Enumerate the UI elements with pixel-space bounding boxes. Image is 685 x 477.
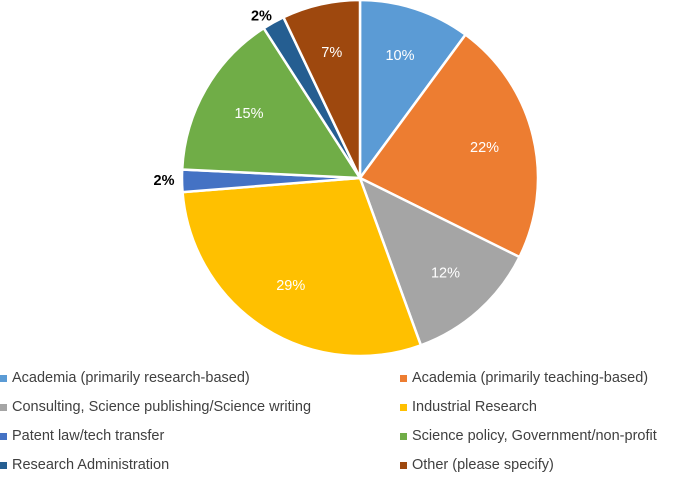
legend-label: Patent law/tech transfer xyxy=(12,428,165,444)
legend-item-4: Industrial Research xyxy=(400,399,537,415)
legend-label: Consulting, Science publishing/Science w… xyxy=(12,399,312,415)
data-label-slice-8: 7% xyxy=(321,45,342,61)
pie-slice-6 xyxy=(180,26,363,180)
data-label-slice-6: 15% xyxy=(234,106,263,122)
legend-swatch xyxy=(0,403,7,411)
legend-swatch xyxy=(0,374,7,382)
legend-label: Other (please specify) xyxy=(412,457,554,473)
legend-swatch xyxy=(400,374,407,382)
legend-label: Industrial Research xyxy=(412,399,537,415)
legend-swatch xyxy=(0,432,7,440)
legend-item-3: Consulting, Science publishing/Science w… xyxy=(0,399,311,415)
pie-slice-4 xyxy=(181,176,423,358)
pie-slice-2 xyxy=(358,32,540,259)
legend-item-2: Academia (primarily teaching-based) xyxy=(400,370,648,386)
pie-chart-plot: 10% 22% 12% 29% 2% 15% 2% 7% xyxy=(154,0,540,358)
legend-swatch xyxy=(400,403,407,411)
legend-label: Research Administration xyxy=(12,457,170,473)
legend-item-6: Science policy, Government/non-profit xyxy=(400,428,657,444)
legend-item-5: Patent law/tech transfer xyxy=(0,428,164,444)
data-label-slice-7: 2% xyxy=(251,8,272,24)
legend-swatch xyxy=(0,461,7,469)
legend-swatch xyxy=(400,461,407,469)
chart-legend: Academia (primarily research-based) Acade… xyxy=(0,370,685,477)
data-label-slice-5: 2% xyxy=(154,173,175,189)
data-label-slice-4: 29% xyxy=(276,278,305,294)
pie-slice-1 xyxy=(358,0,468,182)
data-label-slice-1: 10% xyxy=(385,48,414,64)
legend-item-7: Research Administration xyxy=(0,457,169,473)
legend-label: Academia (primarily research-based) xyxy=(12,370,250,386)
data-label-slice-3: 12% xyxy=(431,266,460,282)
legend-item-1: Academia (primarily research-based) xyxy=(0,370,250,386)
legend-swatch xyxy=(400,432,407,440)
legend-label: Academia (primarily teaching-based) xyxy=(412,370,649,386)
legend-label: Science policy, Government/non-profit xyxy=(412,428,657,444)
data-label-slice-2: 22% xyxy=(470,140,499,156)
pie-slice-3 xyxy=(357,175,522,347)
legend-item-8: Other (please specify) xyxy=(400,457,554,473)
pie-slice-8 xyxy=(281,0,362,179)
